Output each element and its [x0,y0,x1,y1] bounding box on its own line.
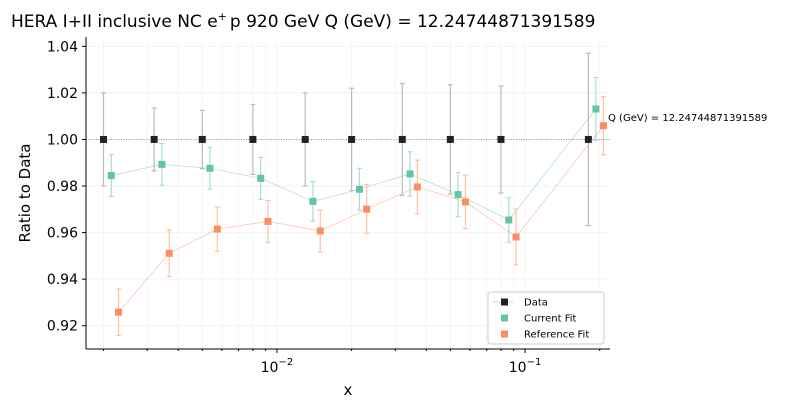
data-point [497,135,505,143]
data-point [505,216,513,224]
series-layer [100,52,607,337]
y-tick-label: 0.94 [47,272,78,288]
data-point [454,191,462,199]
y-ticks: 0.92 0.94 0.96 0.98 1.00 1.02 1.04 [47,39,86,335]
y-axis-label: Ratio to Data [16,144,34,243]
data-point [316,227,324,235]
data-point [363,205,371,213]
data-point [592,105,600,113]
data-point [406,170,414,178]
data-point [150,135,158,143]
data-point [599,122,607,130]
data-point [398,135,406,143]
data-point [446,135,454,143]
legend: Data Current Fit Reference Fit [487,291,605,345]
data-point [257,174,265,182]
data-point [158,160,166,168]
data-point [206,164,214,172]
data-point [165,249,173,257]
data-point [584,135,592,143]
data-point [348,135,356,143]
data-point [198,135,206,143]
series-line [118,125,604,313]
series-line [111,108,597,221]
x-ticks: 10−2 10−1 [103,349,601,376]
data-point [249,135,257,143]
legend-label: Reference Fit [524,330,589,341]
y-tick-label: 0.96 [47,226,78,242]
data-point [461,198,469,206]
x-tick-label: 10−2 [261,357,294,376]
data-point [355,185,363,193]
q-annotation: Q (GeV) = 12.24744871391589 [608,113,767,124]
y-tick-label: 0.92 [47,319,78,335]
series-data [100,52,592,227]
y-tick-label: 0.98 [47,179,78,195]
legend-marker [501,298,508,306]
data-point [512,233,520,241]
y-tick-label: 1.02 [47,86,78,102]
legend-label: Data [524,298,548,309]
legend-marker [501,330,508,338]
data-point [309,197,317,205]
y-tick-label: 1.00 [47,132,78,148]
y-tick-label: 1.04 [47,39,78,55]
data-point [107,172,115,180]
data-point [115,308,123,316]
x-tick-label: 10−1 [509,357,542,376]
legend-label: Current Fit [524,314,577,325]
series-current-fit [107,76,600,243]
legend-frame [487,291,605,345]
data-point [301,135,309,143]
data-point [100,135,108,143]
legend-marker [501,314,508,322]
x-axis-label: x [344,381,353,399]
data-point [264,217,272,225]
series-reference-fit [115,96,607,337]
data-point [213,225,221,233]
chart-title: HERA I+II inclusive NC e+ p 920 GeV Q (Ge… [11,10,595,32]
data-point [413,183,421,191]
